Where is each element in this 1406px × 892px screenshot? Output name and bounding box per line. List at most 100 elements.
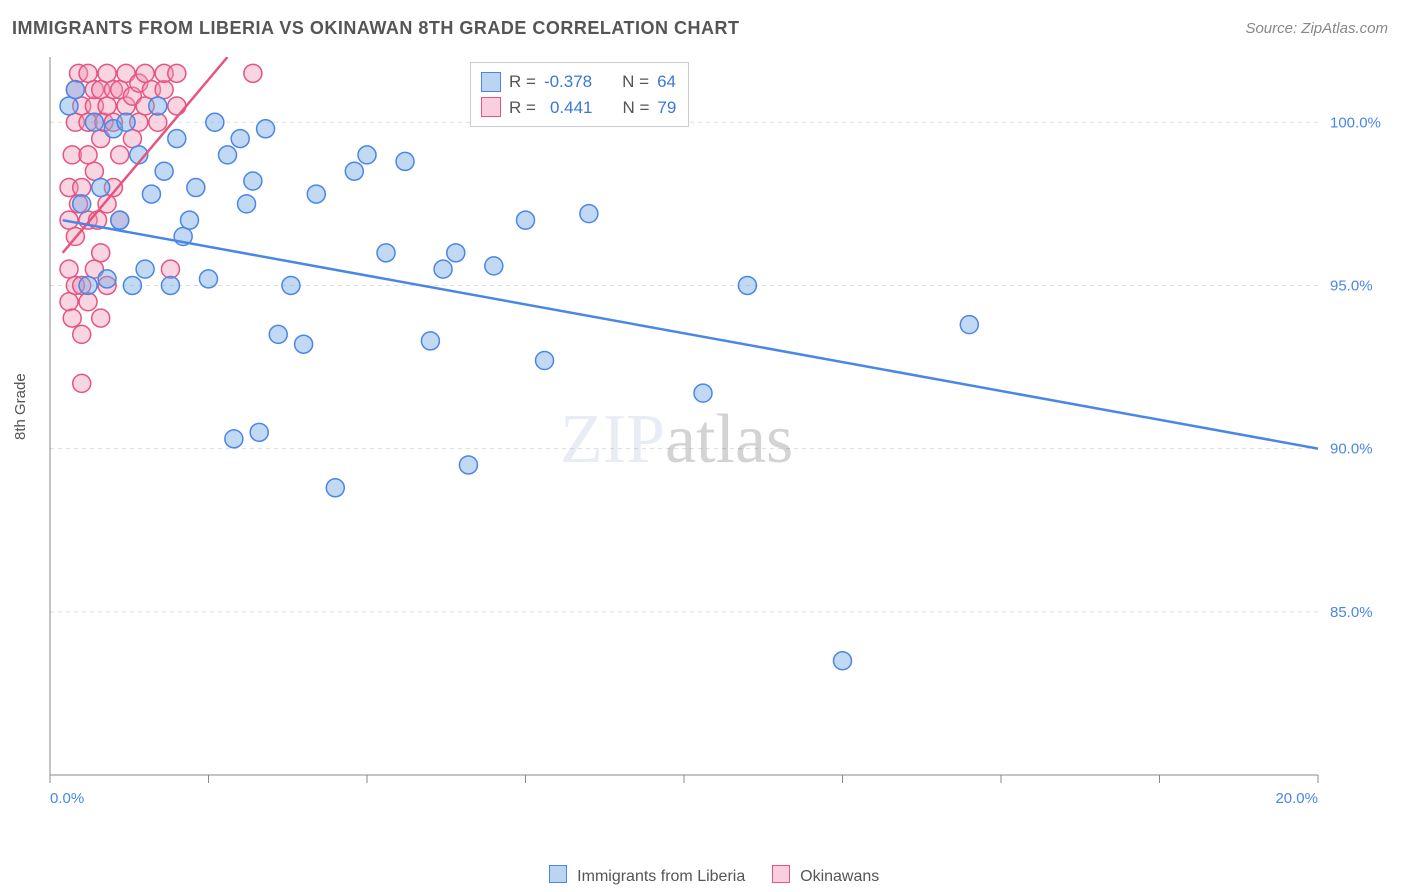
scatter-point (257, 120, 275, 138)
scatter-point (111, 146, 129, 164)
scatter-point (396, 152, 414, 170)
scatter-point (98, 97, 116, 115)
scatter-point (79, 276, 97, 294)
y-axis-label: 8th Grade (12, 373, 29, 440)
scatter-point (63, 309, 81, 327)
x-tick-label: 20.0% (1275, 790, 1318, 807)
scatter-point (307, 185, 325, 203)
scatter-point (85, 113, 103, 131)
r-value: -0.378 (544, 69, 592, 95)
scatter-point (161, 260, 179, 278)
scatter-point (421, 332, 439, 350)
scatter-point (79, 64, 97, 82)
legend-stats-row: R = 0.441 N = 79 (481, 95, 676, 121)
y-tick-label: 85.0% (1330, 604, 1373, 621)
scatter-point (345, 162, 363, 180)
scatter-point (269, 325, 287, 343)
scatter-point (98, 64, 116, 82)
legend-label: Okinawans (800, 868, 879, 885)
n-label: N = (622, 69, 649, 95)
scatter-point (92, 309, 110, 327)
scatter-point (694, 384, 712, 402)
scatter-point (200, 270, 218, 288)
bottom-legend: Immigrants from Liberia Okinawans (0, 865, 1406, 886)
chart-title: IMMIGRANTS FROM LIBERIA VS OKINAWAN 8TH … (12, 18, 740, 39)
y-tick-label: 95.0% (1330, 277, 1373, 294)
trend-line (63, 220, 1318, 448)
n-value: 64 (657, 69, 676, 95)
scatter-point (155, 162, 173, 180)
legend-label: Immigrants from Liberia (577, 868, 745, 885)
scatter-point (180, 211, 198, 229)
scatter-point (117, 113, 135, 131)
scatter-point (136, 64, 154, 82)
scatter-point (60, 293, 78, 311)
scatter-point (149, 97, 167, 115)
scatter-point (60, 260, 78, 278)
scatter-point (168, 64, 186, 82)
scatter-point (60, 97, 78, 115)
scatter-point (434, 260, 452, 278)
scatter-point (282, 276, 300, 294)
scatter-plot-svg: 85.0% 90.0% 95.0% 100.0% 0.0% 20.0% (48, 55, 1388, 815)
scatter-point (92, 179, 110, 197)
scatter-point (219, 146, 237, 164)
scatter-point (536, 352, 554, 370)
scatter-point (161, 276, 179, 294)
scatter-point (73, 179, 91, 197)
scatter-point (92, 244, 110, 262)
scatter-point (580, 205, 598, 223)
scatter-point (123, 276, 141, 294)
scatter-point (168, 97, 186, 115)
scatter-point (834, 652, 852, 670)
legend-stats-row: R = -0.378 N = 64 (481, 69, 676, 95)
r-value: 0.441 (544, 95, 593, 121)
scatter-point (85, 162, 103, 180)
y-tick-label: 100.0% (1330, 114, 1381, 131)
n-label: N = (622, 95, 649, 121)
scatter-point (123, 130, 141, 148)
scatter-point (250, 423, 268, 441)
scatter-point (79, 293, 97, 311)
scatter-point (73, 195, 91, 213)
legend-stats-box: R = -0.378 N = 64 R = 0.441 N = 79 (470, 62, 689, 127)
n-value: 79 (657, 95, 676, 121)
scatter-point (960, 316, 978, 334)
x-tick-label: 0.0% (50, 790, 84, 807)
scatter-point (295, 335, 313, 353)
scatter-point (206, 113, 224, 131)
scatter-point (326, 479, 344, 497)
scatter-point (155, 81, 173, 99)
scatter-point (98, 195, 116, 213)
scatter-point (738, 276, 756, 294)
scatter-point (142, 185, 160, 203)
legend-swatch-blue (549, 865, 567, 883)
scatter-point (136, 260, 154, 278)
scatter-point (225, 430, 243, 448)
scatter-point (98, 270, 116, 288)
scatter-point (73, 325, 91, 343)
scatter-point (168, 130, 186, 148)
y-tick-label: 90.0% (1330, 441, 1373, 458)
scatter-point (485, 257, 503, 275)
plot-area: 85.0% 90.0% 95.0% 100.0% 0.0% 20.0% (48, 55, 1388, 815)
scatter-point (66, 81, 84, 99)
scatter-point (73, 374, 91, 392)
scatter-point (377, 244, 395, 262)
scatter-point (517, 211, 535, 229)
chart-container: IMMIGRANTS FROM LIBERIA VS OKINAWAN 8TH … (0, 0, 1406, 892)
scatter-point (459, 456, 477, 474)
r-label: R = (509, 95, 536, 121)
scatter-point (111, 211, 129, 229)
legend-swatch-blue (481, 72, 501, 92)
scatter-point (244, 64, 262, 82)
scatter-point (149, 113, 167, 131)
scatter-point (231, 130, 249, 148)
legend-swatch-pink (481, 97, 501, 117)
r-label: R = (509, 69, 536, 95)
scatter-point (447, 244, 465, 262)
scatter-point (244, 172, 262, 190)
scatter-point (358, 146, 376, 164)
source-attribution: Source: ZipAtlas.com (1245, 20, 1388, 37)
scatter-point (187, 179, 205, 197)
